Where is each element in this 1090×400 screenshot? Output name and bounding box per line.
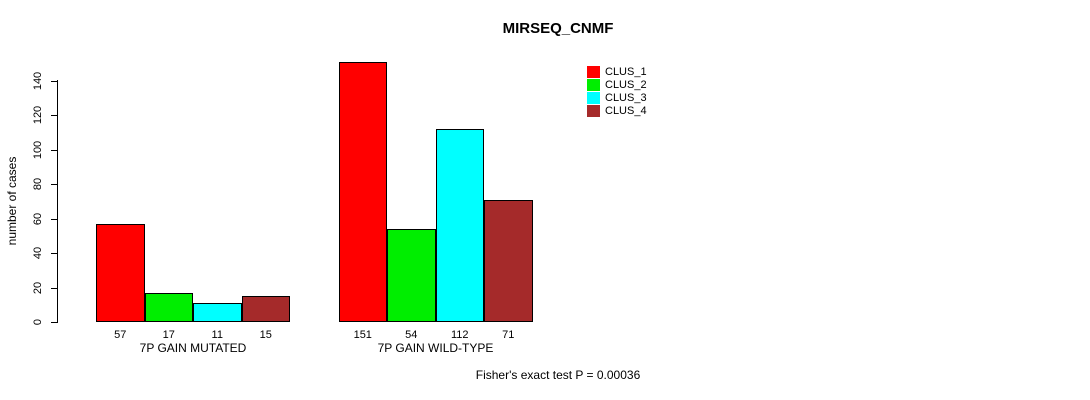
- y-tick-label: 140: [32, 71, 44, 91]
- chart-title: MIRSEQ_CNMF: [502, 20, 614, 37]
- bar-value-label: 57: [114, 329, 127, 341]
- bar-value-label: 15: [259, 329, 272, 341]
- y-tick: [51, 253, 57, 255]
- y-tick-label: 40: [32, 247, 44, 260]
- bar-clus_4-1: [241, 296, 290, 322]
- y-tick-label: 20: [32, 281, 44, 294]
- legend-item: CLUS_3: [587, 91, 647, 104]
- y-tick: [51, 184, 57, 186]
- x-category-label: 7P GAIN MUTATED: [139, 341, 247, 355]
- bar-clus_3-2: [435, 129, 484, 322]
- bar-value-label: 112: [450, 329, 469, 341]
- bar-clus_3-1: [193, 303, 242, 322]
- legend-swatch-clus_1: [587, 65, 600, 78]
- legend-label: CLUS_4: [605, 105, 647, 118]
- legend-item: CLUS_1: [587, 65, 647, 78]
- legend-label: CLUS_3: [605, 91, 647, 104]
- y-axis-line: [57, 80, 58, 323]
- footnote: Fisher's exact test P = 0.00036: [475, 368, 641, 382]
- y-tick: [51, 149, 57, 151]
- legend-swatch-clus_3: [587, 91, 600, 104]
- legend-swatch-clus_4: [587, 105, 600, 118]
- legend-item: CLUS_2: [587, 78, 647, 91]
- bar-clus_1-1: [96, 223, 145, 322]
- y-tick: [51, 322, 57, 323]
- y-tick: [51, 81, 57, 82]
- bar-clus_4-2: [484, 199, 533, 322]
- bar-value-label: 71: [502, 329, 515, 341]
- bar-value-label: 54: [405, 329, 418, 341]
- bar-value-label: 11: [211, 329, 223, 341]
- y-tick-label: 60: [32, 212, 44, 225]
- legend-swatch-clus_2: [587, 78, 600, 91]
- bar-clus_1-2: [338, 62, 387, 322]
- y-tick: [51, 115, 57, 117]
- y-tick-label: 120: [32, 106, 44, 125]
- bar-value-label: 17: [162, 329, 175, 341]
- y-tick-label: 0: [32, 318, 44, 326]
- legend: CLUS_1 CLUS_2 CLUS_3 CLUS_4: [587, 65, 647, 118]
- y-tick: [51, 287, 57, 289]
- bar-clus_2-2: [387, 229, 436, 322]
- y-tick: [51, 218, 57, 220]
- y-tick-label: 80: [32, 178, 44, 191]
- legend-label: CLUS_1: [605, 65, 647, 78]
- x-category-label: 7P GAIN WILD-TYPE: [377, 341, 494, 355]
- bar-value-label: 151: [353, 329, 372, 341]
- y-axis-title: number of cases: [5, 156, 19, 246]
- bar-clus_2-1: [144, 292, 193, 322]
- legend-item: CLUS_4: [587, 105, 647, 118]
- y-tick-label: 100: [32, 140, 44, 160]
- legend-label: CLUS_2: [605, 78, 647, 91]
